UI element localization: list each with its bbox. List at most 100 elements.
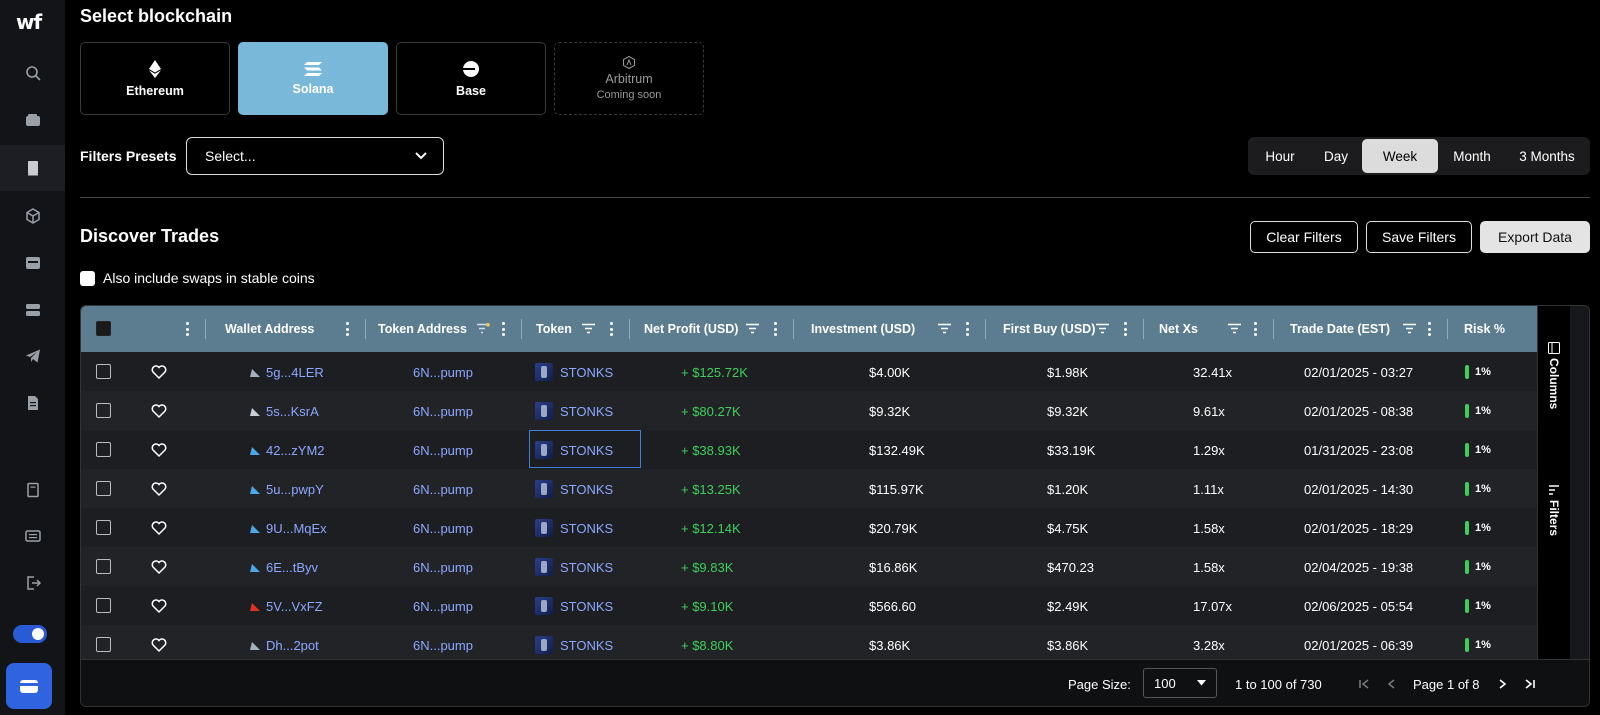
column-menu-icon[interactable] xyxy=(1427,322,1431,336)
wallet-address-cell[interactable]: 5g...4LER xyxy=(249,352,324,392)
table-row[interactable]: 5s...KsrA 6N...pump STONKS + $80.27K $9.32K $… xyxy=(81,391,1537,431)
filter-icon[interactable] xyxy=(1096,323,1109,334)
sidebar-item-search[interactable] xyxy=(0,50,65,96)
export-data-button[interactable]: Export Data xyxy=(1480,221,1590,253)
favorite-heart-icon[interactable] xyxy=(151,598,167,614)
column-menu-icon[interactable] xyxy=(501,322,505,336)
theme-toggle[interactable] xyxy=(13,625,47,643)
filter-icon[interactable] xyxy=(1403,323,1416,334)
token-cell[interactable]: STONKS xyxy=(535,391,613,431)
wallet-address-cell[interactable]: 5u...pwpY xyxy=(249,469,324,509)
first-page-icon[interactable] xyxy=(1357,677,1371,691)
table-row[interactable]: 6E...tByv 6N...pump STONKS + $9.83K $16.86K $… xyxy=(81,547,1537,587)
table-row[interactable]: 5g...4LER 6N...pump STONKS + $125.72K $4.00K… xyxy=(81,352,1537,392)
wallet-address-cell[interactable]: 6E...tByv xyxy=(249,547,318,587)
chain-base[interactable]: Base xyxy=(396,42,546,115)
wallet-address-cell[interactable]: 9U...MqEx xyxy=(249,508,327,548)
period-3-months[interactable]: 3 Months xyxy=(1519,148,1575,164)
column-menu-icon[interactable] xyxy=(1253,322,1257,336)
filter-active-icon[interactable] xyxy=(477,323,490,334)
column-menu-icon[interactable] xyxy=(345,322,349,336)
filter-icon[interactable] xyxy=(938,323,951,334)
sidebar-item-document[interactable] xyxy=(0,380,65,426)
column-menu-icon[interactable] xyxy=(609,322,613,336)
token-cell[interactable]: STONKS xyxy=(535,469,613,509)
page-size-select[interactable]: 100 xyxy=(1143,668,1217,698)
favorite-heart-icon[interactable] xyxy=(151,403,167,419)
filters-panel-tab[interactable]: Filters xyxy=(1542,484,1566,536)
favorite-heart-icon[interactable] xyxy=(151,481,167,497)
save-filters-button[interactable]: Save Filters xyxy=(1366,221,1472,253)
header-net-xs[interactable]: Net Xs xyxy=(1159,322,1198,336)
token-cell[interactable]: STONKS xyxy=(535,586,613,626)
sidebar-item-book[interactable] xyxy=(0,145,65,191)
sidebar-item-telegram[interactable] xyxy=(0,333,65,379)
sidebar-item-card[interactable] xyxy=(0,240,65,286)
column-menu-icon[interactable] xyxy=(773,322,777,336)
sidebar-item-server[interactable] xyxy=(0,287,65,333)
favorite-heart-icon[interactable] xyxy=(151,442,167,458)
chain-solana[interactable]: Solana xyxy=(238,42,388,115)
header-token-address[interactable]: Token Address xyxy=(378,322,467,336)
header-trade-date[interactable]: Trade Date (EST) xyxy=(1290,322,1391,336)
favorite-heart-icon[interactable] xyxy=(151,520,167,536)
token-address-cell[interactable]: 6N...pump xyxy=(413,364,473,380)
token-address-cell[interactable]: 6N...pump xyxy=(413,403,473,419)
filter-icon[interactable] xyxy=(582,323,595,334)
token-address-cell[interactable]: 6N...pump xyxy=(413,598,473,614)
header-investment[interactable]: Investment (USD) xyxy=(811,322,916,336)
filters-presets-select[interactable]: Select... xyxy=(186,137,444,175)
header-token[interactable]: Token xyxy=(536,322,572,336)
connect-wallet-button[interactable] xyxy=(6,663,52,709)
table-row[interactable]: 5V...VxFZ 6N...pump STONKS + $9.10K $566.60 $… xyxy=(81,586,1537,626)
row-checkbox[interactable] xyxy=(96,442,111,457)
header-risk[interactable]: Risk % xyxy=(1464,322,1505,336)
filter-icon[interactable] xyxy=(1228,323,1241,334)
row-checkbox[interactable] xyxy=(96,559,111,574)
sidebar-item-news[interactable] xyxy=(0,513,65,559)
sidebar-item-logout[interactable] xyxy=(0,560,65,606)
app-logo[interactable]: wf xyxy=(16,10,42,34)
row-checkbox[interactable] xyxy=(96,598,111,613)
last-page-icon[interactable] xyxy=(1523,677,1537,691)
previous-page-icon[interactable] xyxy=(1385,677,1399,691)
row-checkbox[interactable] xyxy=(96,637,111,652)
token-cell[interactable]: STONKS xyxy=(535,547,613,587)
sidebar-item-notebook[interactable] xyxy=(0,467,65,513)
column-menu-icon[interactable] xyxy=(185,322,189,336)
column-menu-icon[interactable] xyxy=(1123,322,1127,336)
header-net-profit[interactable]: Net Profit (USD) xyxy=(644,322,739,336)
period-hour[interactable]: Hour xyxy=(1265,148,1295,164)
period-day[interactable]: Day xyxy=(1323,148,1348,164)
table-row[interactable]: 5u...pwpY 6N...pump STONKS + $13.25K $115.97… xyxy=(81,469,1537,509)
wallet-address-cell[interactable]: 5V...VxFZ xyxy=(249,586,323,626)
header-wallet-address[interactable]: Wallet Address xyxy=(225,322,315,336)
next-page-icon[interactable] xyxy=(1495,677,1509,691)
period-week[interactable]: Week xyxy=(1362,139,1438,173)
token-cell[interactable]: STONKS xyxy=(535,625,613,665)
header-first-buy[interactable]: First Buy (USD) xyxy=(1003,322,1096,336)
favorite-heart-icon[interactable] xyxy=(151,559,167,575)
sidebar-item-wallet[interactable] xyxy=(0,97,65,143)
sidebar-item-cube[interactable] xyxy=(0,193,65,239)
favorite-heart-icon[interactable] xyxy=(151,364,167,380)
table-row[interactable]: 42...zYM2 6N...pump STONKS + $38.93K $132.49… xyxy=(81,430,1537,470)
chain-ethereum[interactable]: Ethereum xyxy=(80,42,230,115)
row-checkbox[interactable] xyxy=(96,364,111,379)
wallet-address-cell[interactable]: 5s...KsrA xyxy=(249,391,319,431)
token-cell[interactable]: STONKS xyxy=(535,352,613,392)
wallet-address-cell[interactable]: 42...zYM2 xyxy=(249,430,325,470)
token-address-cell[interactable]: 6N...pump xyxy=(413,637,473,653)
token-address-cell[interactable]: 6N...pump xyxy=(413,559,473,575)
clear-filters-button[interactable]: Clear Filters xyxy=(1250,221,1358,253)
favorite-heart-icon[interactable] xyxy=(151,637,167,653)
column-menu-icon[interactable] xyxy=(965,322,969,336)
token-cell[interactable]: STONKS xyxy=(535,430,613,470)
token-address-cell[interactable]: 6N...pump xyxy=(413,520,473,536)
stable-coins-option[interactable]: Also include swaps in stable coins xyxy=(80,270,315,286)
token-cell[interactable]: STONKS xyxy=(535,508,613,548)
columns-panel-tab[interactable]: Columns xyxy=(1542,342,1566,409)
row-checkbox[interactable] xyxy=(96,481,111,496)
wallet-address-cell[interactable]: Dh...2pot xyxy=(249,625,319,665)
stable-coins-checkbox[interactable] xyxy=(80,270,95,286)
